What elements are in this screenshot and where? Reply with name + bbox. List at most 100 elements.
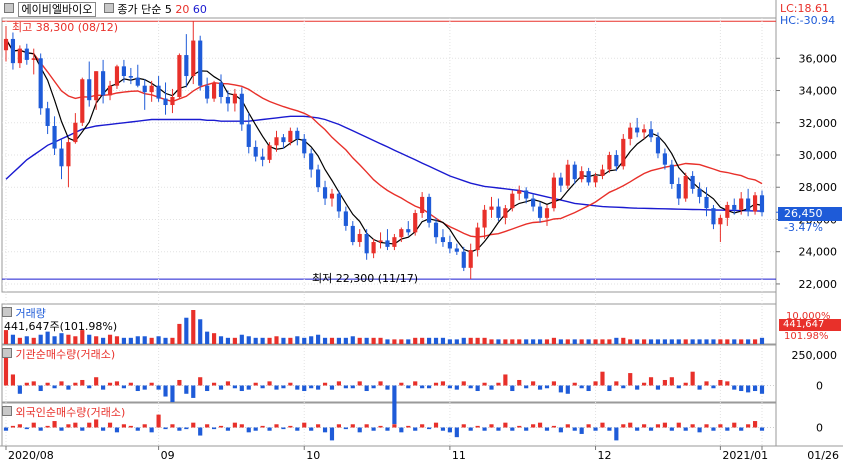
- volume-bar-86: [600, 339, 605, 344]
- volume-bar-69: [482, 337, 487, 344]
- inst-bar-33: [232, 385, 237, 389]
- price-tick-label-2: 32,000: [799, 117, 838, 130]
- foreign-tag-icon[interactable]: [2, 406, 12, 416]
- foreign-bar-18: [128, 425, 133, 428]
- x-tick-label-0: 2020/08: [8, 449, 54, 462]
- volume-bar-62: [433, 337, 439, 344]
- inst-bar-66: [461, 381, 466, 386]
- volume-bar-30: [211, 333, 217, 344]
- foreign-bar-54: [378, 425, 383, 428]
- volume-bar-59: [413, 337, 418, 344]
- inst-bar-70: [489, 385, 494, 390]
- inst-bar-97: [676, 385, 681, 389]
- volume-bar-88: [614, 337, 619, 344]
- foreign-bar-104: [725, 427, 730, 431]
- volume-bar-74: [517, 339, 522, 344]
- foreign-bar-35: [246, 427, 251, 433]
- volume-bar-12: [87, 334, 92, 344]
- foreign-bar-107: [746, 424, 751, 428]
- volume-bar-29: [205, 331, 210, 344]
- inst-bar-23: [163, 385, 168, 397]
- volume-bar-10: [73, 336, 78, 344]
- inst-bar-41: [288, 382, 293, 386]
- inst-bar-1: [10, 374, 16, 386]
- candle-body-86: [600, 169, 605, 176]
- foreign-bar-87: [607, 427, 612, 431]
- foreign-bar-67: [468, 427, 473, 431]
- inst-bar-0: [3, 357, 9, 386]
- volume-value-label: 441,647주(101.98%): [4, 320, 118, 333]
- inst-tag-icon[interactable]: [2, 348, 12, 358]
- foreign-bar-95: [662, 422, 667, 428]
- stock-name[interactable]: 에이비엘바이오: [17, 2, 97, 17]
- inst-bar-15: [107, 382, 113, 386]
- foreign-bar-77: [537, 422, 543, 428]
- inst-bar-50: [350, 385, 355, 389]
- volume-bar-98: [683, 339, 688, 344]
- candle-body-13: [94, 71, 99, 101]
- foreign-bar-37: [260, 425, 265, 428]
- inst-bar-18: [128, 382, 133, 386]
- inst-bar-7: [52, 385, 57, 389]
- inst-bar-106: [739, 385, 744, 392]
- foreign-bar-74: [517, 425, 522, 428]
- inst-bar-25: [177, 379, 182, 386]
- volume-bar-71: [496, 339, 501, 344]
- inst-bar-96: [669, 377, 674, 386]
- foreign-bar-93: [648, 427, 654, 431]
- volume-tag-icon[interactable]: [2, 307, 12, 317]
- volume-bar-95: [662, 339, 667, 344]
- inst-bar-9: [66, 385, 71, 390]
- foreign-bar-45: [316, 424, 321, 428]
- foreign-bar-101: [704, 424, 709, 428]
- inst-bar-91: [635, 385, 640, 390]
- volume-bar-99: [690, 339, 695, 344]
- indicator-label: 종가 단순: [117, 3, 162, 16]
- inst-bar-59: [413, 381, 418, 386]
- indicator-tag-icon[interactable]: [103, 3, 114, 13]
- inst-bar-64: [447, 385, 452, 389]
- inst-bar-48: [336, 381, 341, 386]
- foreign-bar-12: [87, 422, 92, 428]
- foreign-tick-label-0: 0: [816, 422, 823, 435]
- foreign-bar-59: [413, 427, 418, 431]
- volume-bar-19: [135, 336, 140, 344]
- inst-bar-40: [281, 385, 286, 389]
- candle-body-58: [406, 229, 411, 233]
- candle-body-19: [135, 77, 140, 86]
- foreign-bar-72: [503, 422, 508, 428]
- ma-period-5: 5: [164, 3, 172, 16]
- foreign-bar-102: [711, 427, 716, 431]
- volume-bar-104: [725, 339, 730, 344]
- inst-bar-36: [253, 382, 258, 386]
- inst-bar-13: [94, 377, 99, 386]
- header-stock-tag[interactable]: [4, 3, 14, 13]
- volume-bar-91: [635, 339, 640, 344]
- candle-body-68: [475, 227, 480, 251]
- volume-bar-105: [732, 339, 737, 344]
- volume-bar-16: [114, 336, 120, 344]
- inst-bar-102: [711, 385, 716, 389]
- candle-body-100: [697, 188, 702, 197]
- candle-body-51: [357, 233, 362, 243]
- inst-bar-63: [440, 381, 446, 386]
- volume-bar-70: [489, 339, 494, 344]
- foreign-bar-81: [565, 424, 570, 428]
- inst-bar-5: [38, 385, 43, 392]
- foreign-bar-24: [170, 424, 175, 428]
- foreign-bar-13: [94, 419, 99, 428]
- candle-body-92: [642, 129, 647, 133]
- inst-bar-19: [135, 385, 140, 392]
- candle-body-60: [420, 196, 425, 214]
- candle-body-70: [489, 206, 494, 210]
- volume-bar-92: [642, 339, 647, 344]
- candle-body-36: [253, 146, 258, 157]
- volume-bar-102: [711, 339, 716, 344]
- foreign-bar-88: [614, 427, 619, 441]
- candle-body-56: [392, 237, 397, 247]
- volume-bar-90: [628, 339, 633, 344]
- candle-body-79: [551, 177, 557, 209]
- inst-bar-39: [274, 385, 279, 390]
- foreign-bar-82: [572, 427, 577, 431]
